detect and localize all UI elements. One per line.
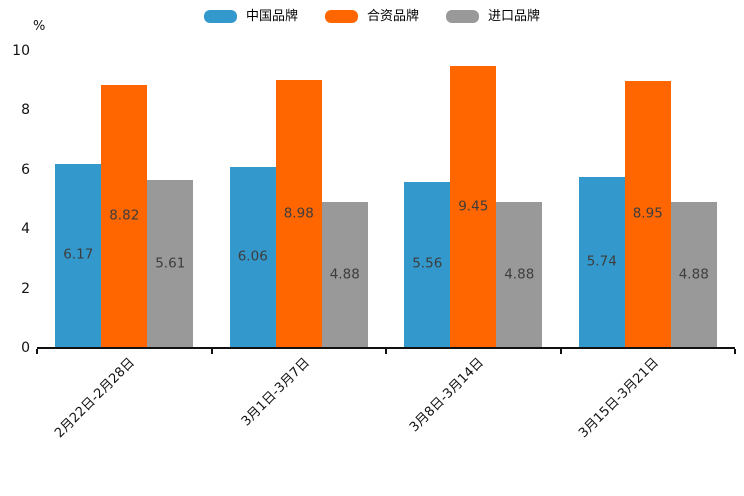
plot-area: 6.17 8.82 5.61 6.06 8.98 4.88 5.56 9.45 4.88 5.74… bbox=[36, 50, 736, 354]
bar-value-label: 4.88 bbox=[504, 265, 535, 282]
bar-value-label: 9.45 bbox=[458, 197, 489, 214]
y-tick-label: 10 bbox=[12, 43, 30, 59]
bar-group: 5.74 8.95 4.88 bbox=[561, 50, 736, 347]
y-axis-unit: % bbox=[33, 19, 46, 34]
y-tick-label: 8 bbox=[21, 102, 30, 119]
bar-value-label: 8.82 bbox=[109, 207, 140, 224]
bar: 5.74 bbox=[578, 176, 625, 347]
bar: 8.95 bbox=[624, 81, 671, 347]
bar-value-label: 5.74 bbox=[586, 253, 617, 270]
bar-value-label: 4.88 bbox=[329, 265, 360, 282]
bar: 5.56 bbox=[404, 181, 451, 347]
x-tick-label: 3月8日-3月14日 bbox=[407, 355, 488, 436]
bar: 5.61 bbox=[147, 180, 194, 347]
bar-value-label: 6.17 bbox=[63, 246, 94, 263]
bar-group: 5.56 9.45 4.88 bbox=[386, 50, 561, 347]
x-axis-line bbox=[37, 347, 735, 349]
legend-item: 进口品牌 bbox=[446, 10, 540, 23]
x-axis-tick bbox=[734, 349, 736, 354]
bar-value-label: 5.61 bbox=[155, 254, 186, 271]
x-tick-label: 3月1日-3月7日 bbox=[238, 355, 313, 430]
legend-swatch bbox=[203, 10, 237, 23]
x-axis-tick bbox=[36, 349, 38, 354]
y-tick-label: 0 bbox=[21, 340, 30, 356]
bar: 4.88 bbox=[321, 202, 368, 347]
legend-label: 进口品牌 bbox=[488, 9, 541, 24]
bar-value-label: 8.98 bbox=[283, 204, 314, 221]
bar-value-label: 8.95 bbox=[632, 205, 663, 222]
y-tick-label: 6 bbox=[21, 161, 30, 178]
bar: 4.88 bbox=[670, 202, 717, 347]
legend-label: 中国品牌 bbox=[245, 9, 298, 24]
y-tick-label: 4 bbox=[21, 221, 30, 238]
legend-label: 合资品牌 bbox=[366, 9, 419, 24]
bar-group: 6.06 8.98 4.88 bbox=[212, 50, 387, 347]
y-tick-label: 2 bbox=[21, 280, 30, 297]
bar: 4.88 bbox=[496, 202, 543, 347]
legend: 中国品牌 合资品牌 进口品牌 bbox=[0, 10, 744, 23]
bar: 6.06 bbox=[229, 167, 276, 347]
bar: 6.17 bbox=[55, 163, 102, 347]
legend-item: 合资品牌 bbox=[324, 9, 419, 24]
bar: 8.82 bbox=[101, 85, 148, 347]
bar: 9.45 bbox=[450, 66, 497, 347]
bar: 8.98 bbox=[275, 80, 322, 347]
bar-value-label: 6.06 bbox=[237, 248, 268, 265]
legend-swatch bbox=[446, 10, 479, 23]
x-axis-tick bbox=[559, 349, 562, 354]
legend-item: 中国品牌 bbox=[203, 9, 298, 24]
x-axis-tick bbox=[210, 349, 213, 354]
bar-value-label: 5.56 bbox=[412, 255, 443, 272]
x-axis-tick bbox=[385, 349, 387, 354]
bar-value-label: 4.88 bbox=[678, 265, 709, 282]
x-tick-label: 3月15日-3月21日 bbox=[575, 355, 662, 442]
legend-swatch bbox=[324, 10, 358, 23]
bar-group: 6.17 8.82 5.61 bbox=[37, 50, 212, 347]
x-tick-label: 2月22日-2月28日 bbox=[52, 355, 139, 442]
